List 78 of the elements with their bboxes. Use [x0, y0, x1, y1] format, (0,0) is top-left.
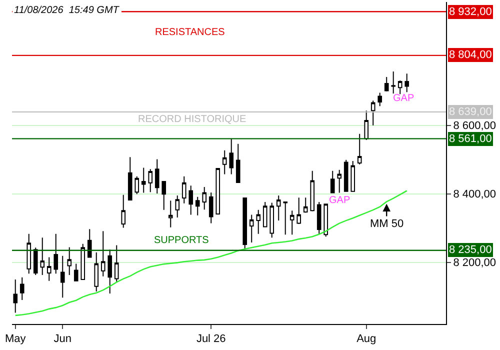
- candlestick: [222, 150, 227, 175]
- candlestick: [236, 143, 240, 184]
- annotation: RECORD HISTORIQUE: [138, 114, 246, 125]
- candlestick: [46, 256, 52, 282]
- candlestick: [324, 204, 328, 238]
- annotation: SUPPORTS: [154, 235, 210, 246]
- annotation: GAP: [329, 195, 350, 206]
- candlestick: [229, 138, 234, 175]
- candlestick: [370, 100, 376, 126]
- candlestick: [262, 202, 268, 228]
- x-tick-label: Jul 26: [196, 333, 226, 346]
- candlestick: [242, 197, 248, 250]
- ref-line-label: 8 235,00: [449, 244, 492, 256]
- candlestick: [283, 202, 288, 236]
- candlestick: [134, 176, 140, 195]
- candlestick: [67, 246, 72, 276]
- candlestick: [384, 76, 389, 92]
- candlestick: [216, 168, 220, 215]
- x-tick-label: Jun: [54, 333, 72, 346]
- candlestick: [249, 214, 254, 243]
- candlestick: [94, 252, 99, 292]
- candlestick: [108, 249, 112, 294]
- candlestick: [148, 168, 153, 193]
- candlestick: [188, 185, 194, 216]
- candlestick: [202, 186, 207, 210]
- candlestick: [80, 243, 86, 280]
- candlestick: [128, 156, 132, 200]
- candlestick: [208, 192, 214, 224]
- candlestick: [344, 159, 348, 192]
- candlestick: [398, 80, 402, 95]
- candlestick: [310, 170, 315, 212]
- x-tick-label: Aug: [356, 333, 376, 346]
- line-series: [14, 190, 408, 316]
- series-label: MM 50: [370, 218, 404, 230]
- candlestick: [40, 237, 45, 276]
- candlestick: [391, 71, 396, 94]
- candlestick: [303, 197, 308, 214]
- candlestick: [337, 169, 342, 194]
- candlestick: [316, 202, 322, 234]
- candlestick: [175, 195, 180, 218]
- candlestick: [364, 110, 369, 141]
- y-tick-label: 8 200,00: [453, 257, 496, 270]
- candlestick: [182, 176, 186, 204]
- candlestick: [276, 195, 281, 222]
- y-tick-label: 8 400,00: [453, 188, 496, 201]
- candlestick: [74, 263, 78, 282]
- candlestick: [141, 167, 146, 194]
- ref-line-label: 8 561,00: [449, 133, 492, 145]
- candlestick: [350, 160, 356, 192]
- candlestick: [100, 230, 106, 277]
- annotation: RESISTANCES: [155, 27, 226, 38]
- candlestick: [154, 158, 160, 194]
- candlestick: [330, 170, 335, 194]
- y-tick-label: 8 600,00: [453, 120, 496, 132]
- candlestick: [162, 181, 166, 210]
- candlestick: [26, 233, 32, 274]
- candlestick: [54, 233, 58, 274]
- candlestick: [270, 202, 274, 238]
- candlestick: [60, 255, 65, 298]
- candlestick: [33, 247, 38, 276]
- candlestick: [121, 194, 126, 228]
- x-tick-label: May: [4, 333, 26, 346]
- candlestick: [404, 73, 410, 93]
- candlestick: [195, 196, 200, 216]
- annotation: 11/08/2026 15:49 GMT: [14, 5, 120, 16]
- candlestick: [357, 133, 362, 165]
- annotation: GAP: [393, 93, 414, 104]
- candlestick: [20, 276, 24, 301]
- candlestick: [114, 244, 119, 282]
- candlestick: [168, 200, 173, 228]
- candlestick: [296, 197, 302, 224]
- ref-line-label: 8 804,00: [449, 49, 492, 61]
- candlestick: [87, 228, 92, 258]
- candlestick: [256, 209, 261, 234]
- candlestick: [13, 278, 18, 314]
- ref-line-label: 8 932,00: [449, 6, 492, 18]
- candlestick: [290, 210, 294, 236]
- candlestick: [378, 92, 382, 107]
